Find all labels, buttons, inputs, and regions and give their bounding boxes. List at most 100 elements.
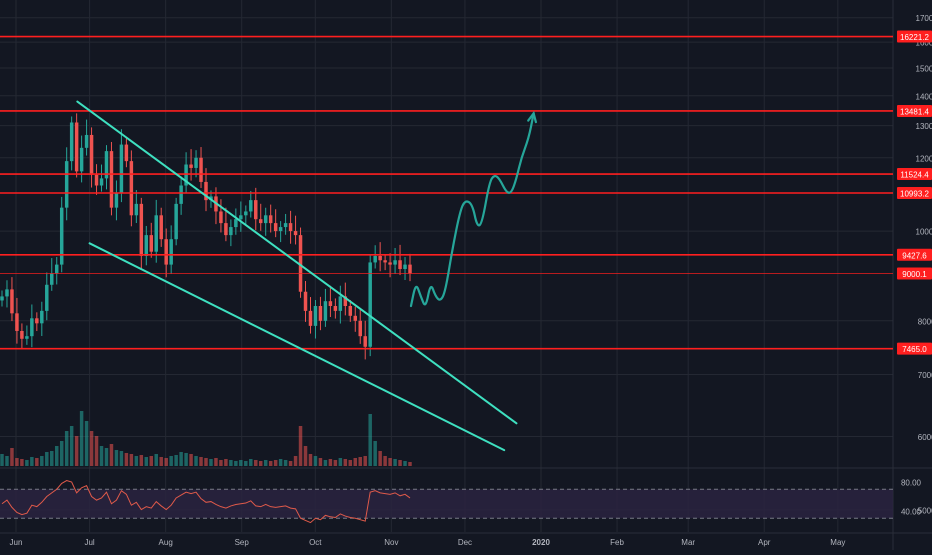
volume-bar [303,446,308,466]
time-tick-label: Mar [681,538,695,547]
candle-body [358,320,362,337]
volume-bar [159,457,163,466]
volume-bar [318,458,323,466]
candle-body [5,289,9,297]
trendline-upper[interactable] [76,100,518,425]
volume-bar [268,461,273,466]
volume-bar [258,461,263,466]
level-label: 10993.2 [900,189,929,198]
candle-body [139,203,144,256]
volume-bar [154,454,158,466]
volume-bar [204,458,208,466]
candle-body [273,223,278,232]
candle-body [169,239,173,265]
volume-bar [69,426,74,466]
candle-body [154,215,158,252]
volume-bar [179,452,183,466]
candle-body [59,207,64,265]
trendline-lower[interactable] [88,242,506,452]
time-tick-label: Nov [384,538,398,547]
candle-body [229,227,233,236]
volume-bar [54,446,59,466]
time-tick-label: Oct [309,538,322,547]
candle-body [64,161,69,208]
candle-body [328,301,333,307]
volume-bar [323,460,328,466]
volume-bar [0,454,4,466]
candle-body [89,134,94,175]
candle-body [84,134,89,148]
candle-body [10,289,14,314]
candle-body [308,310,313,326]
volume-bar [64,431,69,466]
candle-body [278,227,283,232]
price-tick-label: 6000.0 [918,433,932,442]
volume-bar [30,457,34,466]
volume-bar [114,450,119,466]
candle-body [164,239,168,265]
candle-body [283,223,288,228]
candle-body [45,284,49,311]
volume-bar [273,460,278,466]
candle-body [318,306,323,321]
volume-bar [388,458,392,466]
candle-body [323,301,328,321]
candle-body [124,144,129,162]
candle-body [144,235,149,256]
level-label: 9000.1 [902,270,927,279]
candle-body [388,262,392,265]
rsi-pane: 80.00 40.00 [0,479,922,524]
candle-body [40,310,44,324]
volume-bar [353,458,358,466]
candle-body [199,157,203,182]
volume-bar [109,444,114,466]
volume-bar [174,455,178,466]
candle-body [333,306,338,311]
candle-body [119,144,124,193]
candle-body [129,161,134,216]
volume-bar [149,456,154,466]
projection-path[interactable] [409,112,535,308]
rsi-line[interactable] [1,480,411,524]
volume-bar [139,455,144,466]
volume-bar [99,446,104,466]
volume-bar [124,453,129,466]
candle-body [249,200,253,212]
candle-body [0,296,4,301]
volume-bar [45,452,49,466]
candle-body [149,235,154,252]
candle-body [219,211,223,224]
candle-body [134,203,139,216]
volume-bar [199,457,203,466]
candle-body [368,262,372,347]
horizontal-levels [0,35,893,350]
price-tick-label: 8000.0 [918,317,932,326]
level-label-box [897,267,932,280]
candle-body [263,215,268,224]
level-label: 9427.6 [902,251,927,260]
candle-body [288,223,293,232]
volume-bar [373,441,377,466]
time-axis[interactable]: Jun Jul Aug Sep Oct Nov Dec 2020 Feb Mar Apr May [10,538,846,547]
volume-bar [10,448,14,466]
volume-bar [144,457,149,466]
candle-body [303,291,308,311]
price-axis[interactable]: 17000.0 16000.0 15000.0 14000.0 13000.0 12000… [897,14,932,515]
candle-body [378,255,382,261]
candle-body [35,318,39,324]
price-tick-label: 12000.0 [916,154,932,163]
volume-bar [368,414,372,466]
candle-body [79,147,84,172]
candle-body [353,315,358,321]
volume-bar [378,451,382,466]
rsi-tick-label: 40.00 [901,508,922,517]
candle-body [204,181,208,201]
level-label-box [897,104,932,117]
projection-arrowhead [527,110,538,124]
volume-bar [25,460,29,466]
candle-body [194,157,198,168]
price-tick-label: 7000.0 [918,371,932,380]
candle-body [15,313,19,331]
